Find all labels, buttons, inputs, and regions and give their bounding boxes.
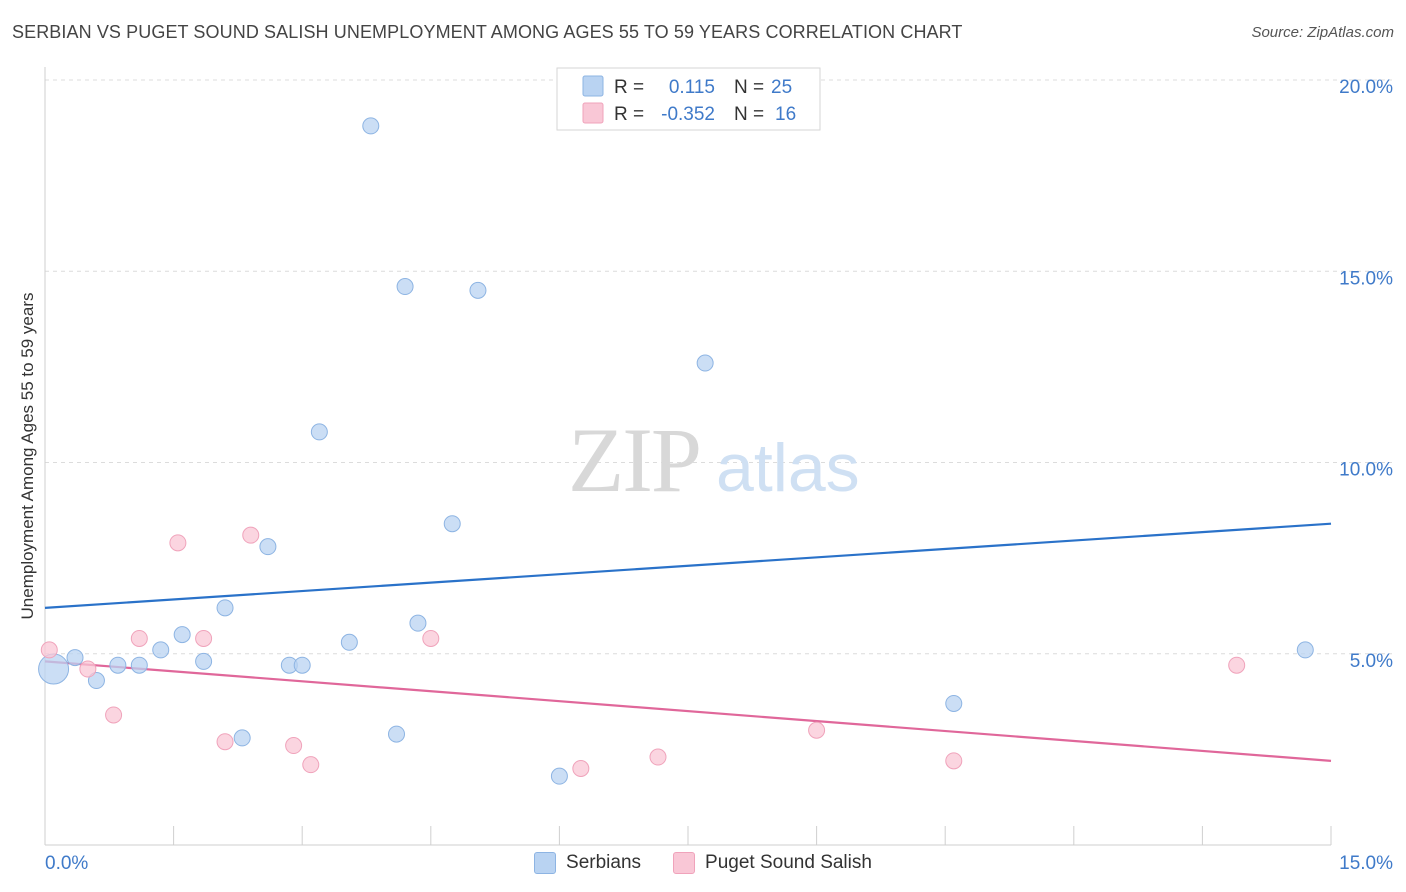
legend-label-salish: Puget Sound Salish [705,852,872,873]
y-tick-label: 20.0% [1339,77,1393,98]
chart-title: SERBIAN VS PUGET SOUND SALISH UNEMPLOYME… [12,22,963,42]
stats-r-value-1: 0.115 [669,77,715,98]
scatter-point [259,538,277,556]
scatter-point [945,694,963,712]
scatter-point [152,641,170,659]
y-axis-label: Unemployment Among Ages 55 to 59 years [18,292,37,620]
scatter-point [945,752,963,770]
scatter-point [216,733,234,751]
stats-n-label-2: N = [734,104,764,125]
scatter-point [195,652,213,670]
scatter-point [169,534,187,552]
trend-lines [44,522,1332,762]
scatter-point [242,526,260,544]
scatter-point [216,599,234,617]
scatter-point [173,626,191,644]
scatter-point [550,767,568,785]
scatter-point [1228,656,1246,674]
legend-item-salish: Puget Sound Salish [673,852,872,874]
series-legend: Serbians Puget Sound Salish [0,852,1406,874]
scatter-point [409,614,427,632]
scatter-point [130,629,148,647]
stats-swatch-serbians [582,75,604,97]
scatter-point [66,649,84,667]
y-tick-label: 10.0% [1339,460,1393,481]
y-tick-label: 5.0% [1350,651,1393,672]
x-tick-label: 0.0% [45,853,88,874]
stats-n-label-1: N = [734,77,764,98]
watermark-zip: ZIP [568,409,700,511]
scatter-point [362,117,380,135]
scatter-point [195,629,213,647]
data-points [38,117,1314,785]
scatter-point [649,748,667,766]
scatter-point [310,423,328,441]
legend-item-serbians: Serbians [534,852,641,874]
scatter-point [285,737,303,755]
stats-r-label-2: R = [614,104,644,125]
scatter-point [105,706,123,724]
scatter-point [130,656,148,674]
watermark-atlas: atlas [716,430,860,506]
scatter-point [40,641,58,659]
stats-legend: R = 0.115 N = 25 R = -0.352 N = 16 [556,67,821,131]
tick-labels: 5.0% 10.0% 15.0% 20.0% 0.0% 15.0% [45,77,1393,874]
stats-swatch-salish [582,102,604,124]
x-tick-label: 15.0% [1339,853,1393,874]
scatter-point [109,656,127,674]
grid-lines [45,79,1392,655]
legend-label-serbians: Serbians [566,852,642,873]
trend-line [44,660,1332,762]
scatter-point [572,760,590,777]
watermark: ZIP atlas [568,409,860,511]
scatter-point [396,278,414,296]
scatter-point [233,729,251,747]
scatter-point [422,629,440,647]
scatter-point [808,721,826,739]
y-tick-label: 15.0% [1339,268,1393,289]
scatter-point [1296,641,1314,659]
legend-swatch-salish [673,852,696,874]
scatter-point [340,633,358,651]
legend-swatch-serbians [534,852,557,874]
stats-n-value-2: 16 [775,104,796,125]
axes [44,67,1332,846]
scatter-point [79,660,97,678]
stats-n-value-1: 25 [771,77,792,98]
scatter-point [38,653,70,685]
stats-r-value-2: -0.352 [661,104,715,125]
stats-r-label-1: R = [614,77,644,98]
scatter-point [87,672,105,690]
trend-line [44,522,1332,609]
scatter-point [293,656,311,674]
scatter-point [696,354,714,372]
scatter-point [302,756,320,774]
scatter-point [443,515,461,533]
scatter-point [469,281,487,299]
source-label: Source: ZipAtlas.com [1251,24,1394,41]
scatter-point [388,725,406,743]
